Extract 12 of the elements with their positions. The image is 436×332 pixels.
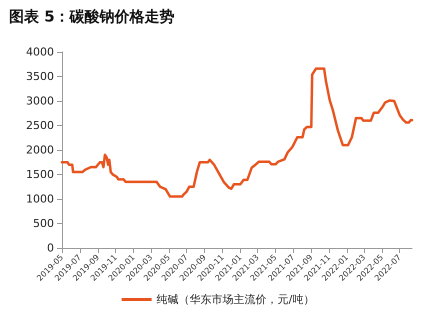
line-series: [60, 67, 414, 198]
y-tick-label: 2000: [26, 144, 54, 156]
y-tick-label: 2500: [26, 119, 54, 132]
y-tick-label: 500: [33, 217, 54, 230]
legend-label: 纯碱（华东市场主流价，元/吨）: [156, 293, 314, 306]
y-tick-label: 1000: [26, 192, 54, 206]
y-tick-label: 0: [47, 242, 54, 254]
y-tick-label: 4000: [26, 46, 54, 58]
y-tick-label: 3000: [26, 94, 54, 108]
y-tick-label: 3500: [26, 70, 54, 83]
chart-title: 图表 5：碳酸钠价格走势: [9, 8, 175, 26]
y-tick-label: 1500: [26, 168, 54, 181]
